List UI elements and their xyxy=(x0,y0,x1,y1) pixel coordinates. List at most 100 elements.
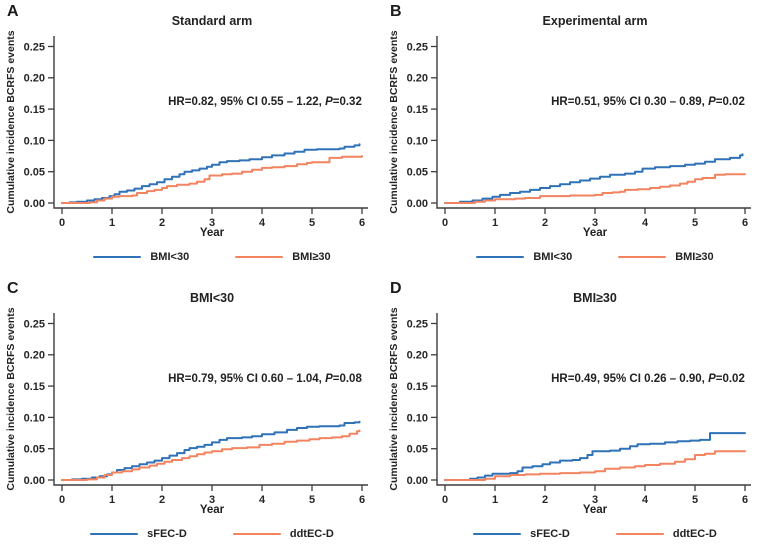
y-tick-label: 0.10 xyxy=(407,412,428,424)
panel-d: D BMI≥30 Cumulative incidence BCRFS even… xyxy=(383,277,766,553)
y-tick-label: 0.05 xyxy=(407,444,428,456)
legend-label-orange: BMI≥30 xyxy=(675,251,714,263)
x-tick-label: 1 xyxy=(109,494,115,506)
x-axis-label: Year xyxy=(582,504,608,516)
p-value: =0.02 xyxy=(715,96,745,108)
p-value: =0.08 xyxy=(332,373,362,385)
legend-line-blue xyxy=(476,255,525,259)
panel-letter: B xyxy=(390,3,402,20)
legend-line-orange xyxy=(235,255,284,259)
plot-area: 0.00 0.05 0.10 0.15 0.20 0.25 0 1 2 3 4 5 6 xyxy=(24,313,368,506)
y-tick-label: 0.10 xyxy=(407,135,428,147)
axis-lines xyxy=(53,313,368,486)
panel-c: C BMI<30 Cumulative incidence BCRFS even… xyxy=(0,277,383,553)
x-tick-label: 4 xyxy=(642,494,649,506)
x-tick-label: 4 xyxy=(259,494,266,506)
x-tick-label: 3 xyxy=(592,217,598,229)
x-tick-label: 4 xyxy=(259,217,266,229)
p-symbol: P xyxy=(325,96,333,108)
x-tick-label: 5 xyxy=(692,217,698,229)
x-tick-label: 5 xyxy=(309,494,315,506)
x-tick-label: 5 xyxy=(309,217,315,229)
x-tick-label: 0 xyxy=(59,494,65,506)
panel-title: BMI≥30 xyxy=(573,291,617,305)
y-tick-label: 0.10 xyxy=(24,135,45,147)
hr-annotation: HR=0.51, 95% CI 0.30 – 0.89, P=0.02 xyxy=(531,96,765,108)
x-tick-label: 3 xyxy=(209,217,215,229)
annotation-text: HR=0.82, 95% CI 0.55 – 1.22, xyxy=(168,96,326,108)
panel-title: Experimental arm xyxy=(542,14,648,28)
x-tick-label: 0 xyxy=(442,217,448,229)
x-tick-label: 5 xyxy=(692,494,698,506)
legend-line-orange xyxy=(615,532,664,536)
x-tick-label: 2 xyxy=(159,217,165,229)
series-orange-curve xyxy=(61,429,361,481)
x-axis-label: Year xyxy=(582,227,608,239)
y-tick-label: 0.00 xyxy=(24,198,45,210)
series-blue-curve xyxy=(444,153,744,204)
legend-label-blue: sFEC-D xyxy=(147,528,187,540)
legend-label-blue: BMI<30 xyxy=(533,251,573,263)
series-orange-curve xyxy=(444,450,746,481)
y-tick-label: 0.15 xyxy=(24,104,45,116)
p-symbol: P xyxy=(325,373,333,385)
panel-letter: A xyxy=(7,3,19,20)
y-tick-label: 0.20 xyxy=(407,350,428,362)
axis-lines xyxy=(53,36,368,209)
y-tick-label: 0.00 xyxy=(407,475,428,487)
y-tick-label: 0.15 xyxy=(24,381,45,393)
y-tick-label: 0.00 xyxy=(24,475,45,487)
y-tick-label: 0.05 xyxy=(24,167,45,179)
p-symbol: P xyxy=(708,96,716,108)
legend: BMI<30 BMI≥30 xyxy=(423,251,767,263)
y-tick-label: 0.15 xyxy=(407,381,428,393)
legend: sFEC-D ddtEC-D xyxy=(423,528,767,540)
y-tick-label: 0.20 xyxy=(24,350,45,362)
legend-label-orange: ddtEC-D xyxy=(672,528,717,540)
x-tick-label: 0 xyxy=(442,494,448,506)
x-tick-label: 0 xyxy=(59,217,65,229)
hr-annotation: HR=0.82, 95% CI 0.55 – 1.22, P=0.32 xyxy=(148,96,382,108)
legend-line-orange xyxy=(618,255,667,259)
legend-line-orange xyxy=(232,532,281,536)
x-tick-label: 1 xyxy=(492,217,498,229)
legend-line-blue xyxy=(473,532,522,536)
annotation-text: HR=0.49, 95% CI 0.26 – 0.90, xyxy=(551,373,709,385)
panel-title: BMI<30 xyxy=(189,291,235,305)
x-tick-label: 3 xyxy=(209,494,215,506)
p-symbol: P xyxy=(708,373,716,385)
y-tick-label: 0.10 xyxy=(24,412,45,424)
legend-label-orange: ddtEC-D xyxy=(289,528,334,540)
y-tick-label: 0.25 xyxy=(407,318,428,330)
x-tick-label: 6 xyxy=(359,494,365,506)
legend-line-blue xyxy=(90,532,139,536)
hr-annotation: HR=0.49, 95% CI 0.26 – 0.90, P=0.02 xyxy=(531,373,765,385)
plot-area: 0.00 0.05 0.10 0.15 0.20 0.25 0 1 2 3 4 5 6 xyxy=(24,36,368,229)
x-tick-label: 2 xyxy=(542,494,548,506)
axis-lines xyxy=(436,313,751,486)
series-blue-curve xyxy=(61,143,361,204)
legend: sFEC-D ddtEC-D xyxy=(40,528,384,540)
p-value: =0.32 xyxy=(332,96,362,108)
legend: BMI<30 BMI≥30 xyxy=(40,251,384,263)
x-axis-label: Year xyxy=(199,504,225,516)
x-axis-label: Year xyxy=(199,227,225,239)
y-tick-label: 0.05 xyxy=(24,444,45,456)
x-tick-label: 6 xyxy=(359,217,365,229)
y-tick-label: 0.25 xyxy=(24,41,45,53)
y-tick-label: 0.20 xyxy=(407,73,428,85)
x-tick-label: 1 xyxy=(109,217,115,229)
y-tick-label: 0.25 xyxy=(24,318,45,330)
annotation-text: HR=0.51, 95% CI 0.30 – 0.89, xyxy=(551,96,709,108)
legend-line-blue xyxy=(93,255,142,259)
plot-area: 0.00 0.05 0.10 0.15 0.20 0.25 0 1 2 3 4 5 6 xyxy=(407,36,751,229)
x-tick-label: 1 xyxy=(492,494,498,506)
x-tick-label: 2 xyxy=(542,217,548,229)
x-tick-label: 6 xyxy=(742,494,748,506)
y-tick-label: 0.25 xyxy=(407,41,428,53)
panel-letter: D xyxy=(390,280,402,297)
x-tick-label: 2 xyxy=(159,494,165,506)
series-orange-curve xyxy=(61,155,363,204)
hr-annotation: HR=0.79, 95% CI 0.60 – 1.04, P=0.08 xyxy=(148,373,382,385)
plot-area: 0.00 0.05 0.10 0.15 0.20 0.25 0 1 2 3 4 5 6 xyxy=(407,313,751,506)
